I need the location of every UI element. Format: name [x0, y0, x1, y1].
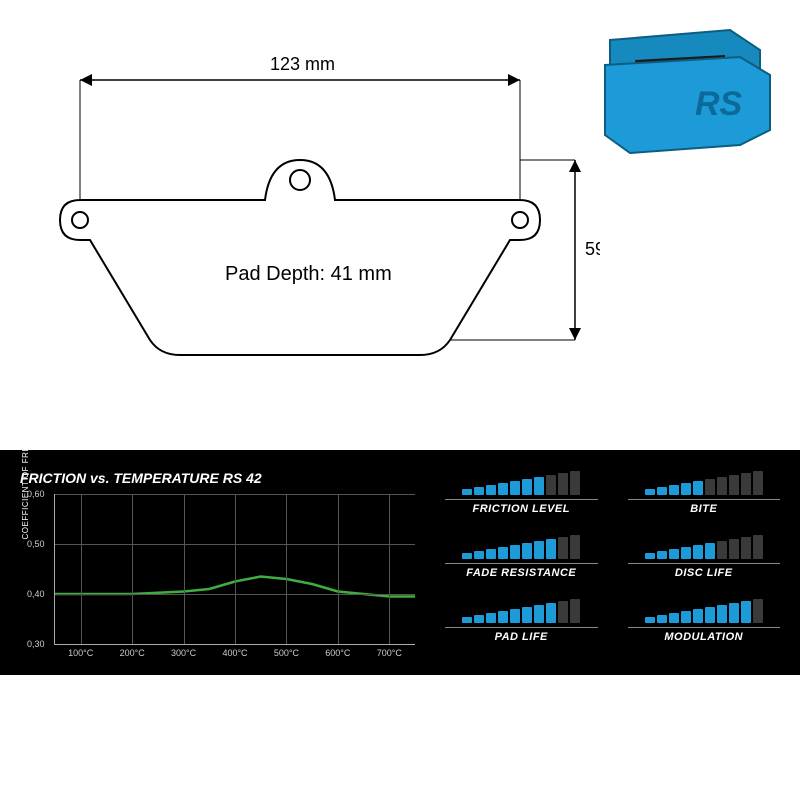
- technical-drawing-panel: 123 mm 59 mm Pad Depth: 41 mm RS: [0, 0, 800, 450]
- y-tick: 0,40: [27, 589, 45, 599]
- rating-bars: [628, 537, 781, 559]
- rating-label: PAD LIFE: [445, 627, 598, 643]
- y-tick: 0,50: [27, 539, 45, 549]
- x-tick: 400°C: [222, 648, 247, 658]
- rating-pad-life: PAD LIFE: [445, 601, 598, 643]
- y-tick: 0,30: [27, 639, 45, 649]
- rating-friction-level: FRICTION LEVEL: [445, 473, 598, 515]
- rating-label: BITE: [628, 499, 781, 515]
- x-tick: 700°C: [377, 648, 402, 658]
- chart-title: FRICTION vs. TEMPERATURE RS 42: [20, 470, 415, 486]
- rating-disc-life: DISC LIFE: [628, 537, 781, 579]
- height-dimension: 59 mm: [585, 239, 600, 259]
- performance-panel: FRICTION vs. TEMPERATURE RS 42 COEFFICIE…: [0, 450, 800, 675]
- x-tick: 100°C: [68, 648, 93, 658]
- rating-bars: [445, 537, 598, 559]
- x-tick: 300°C: [171, 648, 196, 658]
- rating-bars: [628, 473, 781, 495]
- rating-label: MODULATION: [628, 627, 781, 643]
- rating-fade-resistance: FADE RESISTANCE: [445, 537, 598, 579]
- x-tick: 600°C: [325, 648, 350, 658]
- depth-dimension: Pad Depth: 41 mm: [225, 263, 392, 285]
- friction-chart: FRICTION vs. TEMPERATURE RS 42 COEFFICIE…: [20, 470, 415, 645]
- product-logo: RS: [695, 85, 743, 123]
- product-photo: RS: [580, 15, 780, 165]
- y-axis-label: COEFFICIENT OF FRICTION: [21, 421, 30, 539]
- rating-bars: [445, 601, 598, 623]
- ratings-grid: FRICTION LEVEL BITE FADE RESISTANCE DISC LI…: [415, 470, 780, 645]
- rating-bars: [445, 473, 598, 495]
- rating-label: FRICTION LEVEL: [445, 499, 598, 515]
- x-tick: 200°C: [120, 648, 145, 658]
- pad-dimension-diagram: 123 mm 59 mm Pad Depth: 41 mm: [20, 30, 600, 430]
- x-tick: 500°C: [274, 648, 299, 658]
- rating-bite: BITE: [628, 473, 781, 515]
- rating-label: FADE RESISTANCE: [445, 563, 598, 579]
- rating-modulation: MODULATION: [628, 601, 781, 643]
- y-tick: 0,60: [27, 489, 45, 499]
- width-dimension: 123 mm: [270, 54, 335, 74]
- rating-label: DISC LIFE: [628, 563, 781, 579]
- rating-bars: [628, 601, 781, 623]
